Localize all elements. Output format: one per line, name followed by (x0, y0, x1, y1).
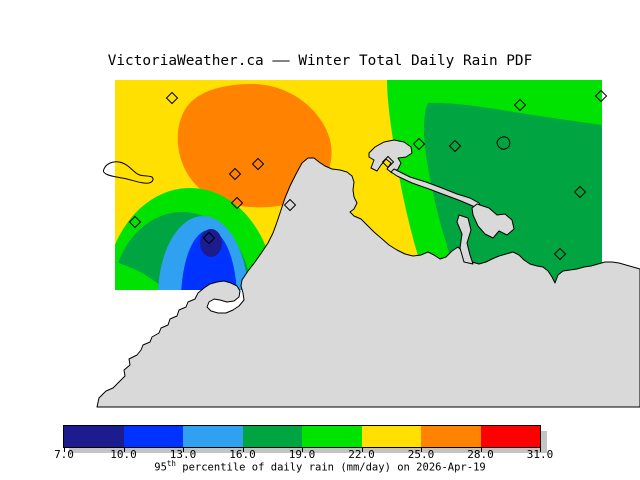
station-marker-8 (381, 155, 395, 169)
colorbar-tick-label-7.0: 7.0 (54, 448, 74, 461)
colorbar-segment-19.0-22.0 (302, 426, 362, 447)
colorbar-segment-10.0-13.0 (123, 426, 183, 447)
colorbar-tick-7.0 (64, 447, 65, 452)
colorbar-segment-16.0-19.0 (242, 426, 302, 447)
colorbar-segments (64, 426, 540, 447)
station-marker-4 (230, 196, 244, 210)
map-title: VictoriaWeather.ca –– Winter Total Daily… (107, 53, 533, 69)
colorbar-tick-label-22.0: 22.0 (348, 448, 375, 461)
station-marker-5 (283, 198, 297, 212)
colorbar-segment-22.0-25.0 (361, 426, 421, 447)
colorbar-tick-13.0 (183, 447, 184, 452)
station-marker-13 (573, 185, 587, 199)
station-marker-12 (594, 89, 608, 103)
colorbar-tick-label-10.0: 10.0 (110, 448, 137, 461)
station-marker-7 (202, 231, 216, 245)
land-masses (96, 139, 640, 408)
colorbar-tick-label-28.0: 28.0 (467, 448, 494, 461)
field-level-10-13 (181, 230, 237, 290)
station-marker-9 (412, 137, 426, 151)
colorbar-tick-label-19.0: 19.0 (288, 448, 316, 461)
field-level-16-19-east (424, 102, 602, 290)
station-marker-3 (251, 157, 265, 171)
colorbar-segment-7.0-10.0 (64, 426, 124, 447)
colorbar-tick-25.0 (421, 447, 422, 452)
colorbar-tick-19.0 (302, 447, 303, 452)
station-marker-1 (165, 91, 179, 105)
coastline-west-islet (102, 161, 154, 184)
colorbar-tick-label-13.0: 13.0 (169, 448, 197, 461)
field-level-25-28-blob (177, 84, 332, 208)
colorbar-tick-10.0 (123, 447, 125, 452)
colorbar-caption: 95th percentile of daily rain (mm/day) o… (0, 459, 640, 474)
colorbar-tick-31.0 (540, 447, 541, 452)
station-marker-6 (128, 215, 142, 229)
station-marker-2 (228, 167, 242, 181)
station-markers (128, 89, 608, 261)
colorbar-tick-22.0 (361, 447, 363, 452)
colorbar-segment-13.0-16.0 (183, 426, 243, 447)
colorbar-tick-16.0 (242, 447, 244, 452)
coastline-outlines (102, 136, 511, 184)
colorbar-segment-25.0-28.0 (421, 426, 481, 447)
field-level-7-10-minimum (200, 229, 222, 257)
land-spit-island (368, 139, 413, 174)
colorbar-segment-28.0-31.0 (480, 426, 540, 447)
station-marker-14 (553, 247, 567, 261)
coastline-small-islet (496, 136, 511, 150)
colorbar-tick-label-31.0: 31.0 (526, 448, 554, 461)
colorbar-tick-28.0 (480, 447, 482, 452)
station-marker-10 (448, 139, 462, 153)
station-marker-11 (513, 98, 527, 112)
colorbar-tick-label-16.0: 16.0 (229, 448, 256, 461)
colorbar-tick-label-25.0: 25.0 (407, 448, 435, 461)
field-level-19-22-corner (115, 262, 163, 290)
land-olympic-peninsula (96, 157, 640, 408)
caption-base: 95 (154, 461, 167, 474)
caption-rest: percentile of daily rain (mm/day) on 202… (175, 461, 486, 474)
land-inlet-islands (471, 203, 515, 239)
caption-superscript: th (166, 459, 176, 468)
colorbar (63, 425, 541, 448)
land-isthmus (456, 214, 474, 265)
